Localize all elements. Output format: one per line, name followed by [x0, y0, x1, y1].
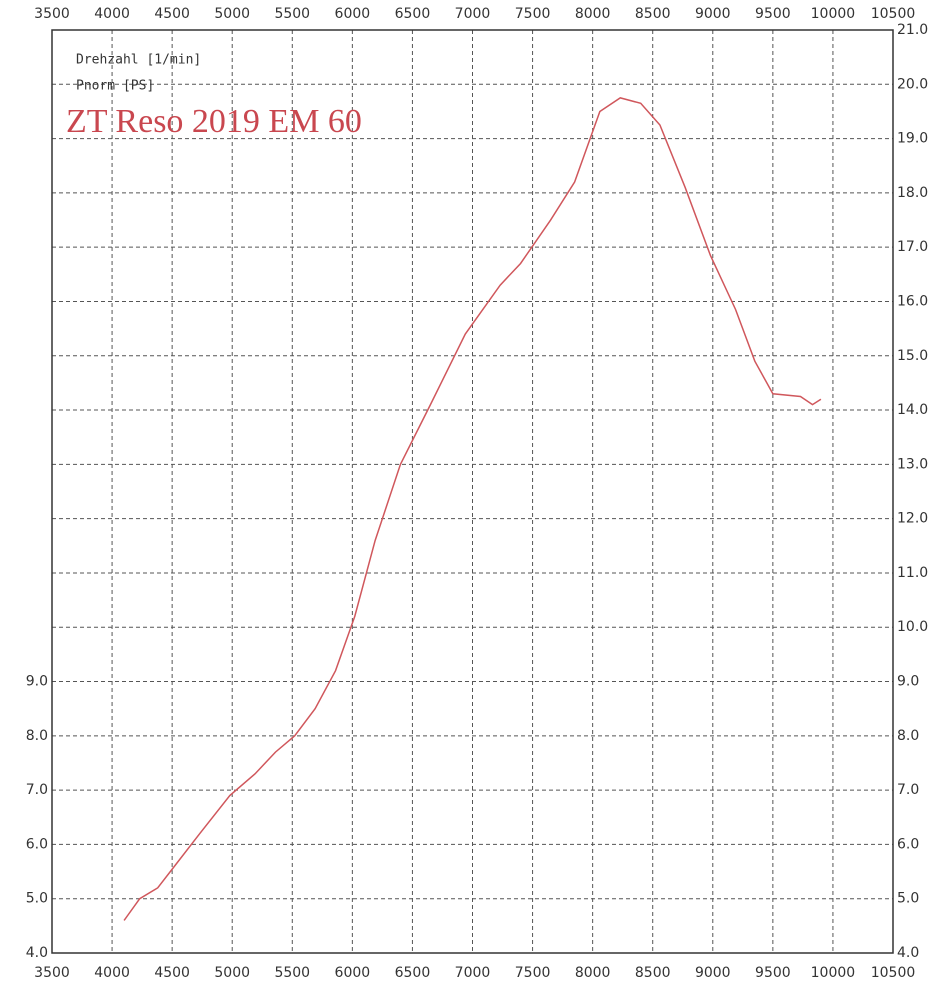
x-tick-label: 9000: [695, 965, 731, 981]
y2-tick-label: 18.0: [897, 185, 928, 201]
y2-tick-label: 11.0: [897, 565, 928, 581]
power-curve: [123, 97, 822, 921]
y2-tick-label: 19.0: [897, 131, 928, 147]
x-tick-label: 4000: [94, 965, 130, 981]
x-tick-label: 6500: [395, 6, 431, 22]
x-tick-label: 3500: [34, 965, 70, 981]
x-tick-label: 5000: [214, 6, 250, 22]
x-tick-label: 4500: [154, 965, 190, 981]
y-tick-label: 7.0: [26, 782, 48, 798]
y2-tick-label: 13.0: [897, 456, 928, 472]
x-tick-label: 4000: [94, 6, 130, 22]
x-tick-label: 6000: [335, 6, 371, 22]
x-tick-label: 5500: [274, 965, 310, 981]
x-tick-label: 3500: [34, 6, 70, 22]
x-tick-label: 10000: [811, 6, 856, 22]
y2-tick-label: 7.0: [897, 782, 919, 798]
x-tick-label: 7500: [515, 6, 551, 22]
x-tick-label: 8000: [575, 965, 611, 981]
x-tick-label: 7000: [455, 965, 491, 981]
x-tick-label: 10500: [871, 965, 916, 981]
plot-frame: [51, 29, 894, 954]
legend-item: Pnorm [PS]: [76, 79, 154, 94]
x-tick-label: 5000: [214, 965, 250, 981]
x-tick-label: 8000: [575, 6, 611, 22]
y2-tick-label: 15.0: [897, 348, 928, 364]
y-tick-label: 9.0: [26, 674, 48, 690]
y2-tick-label: 16.0: [897, 293, 928, 309]
legend-item: Drehzahl [1/min]: [76, 53, 201, 68]
y2-tick-label: 17.0: [897, 239, 928, 255]
y2-tick-label: 21.0: [897, 22, 928, 38]
x-tick-label: 9000: [695, 6, 731, 22]
y2-tick-label: 9.0: [897, 674, 919, 690]
annotation: ZT Reso 2019 EM 60: [66, 103, 362, 140]
x-tick-label: 9500: [755, 965, 791, 981]
y2-tick-label: 12.0: [897, 511, 928, 527]
x-tick-label: 8500: [635, 965, 671, 981]
y-tick-label: 5.0: [26, 891, 48, 907]
y-tick-label: 4.0: [26, 945, 48, 961]
x-tick-label: 6500: [395, 965, 431, 981]
y-tick-label: 6.0: [26, 836, 48, 852]
y-tick-label: 8.0: [26, 728, 48, 744]
y2-tick-label: 4.0: [897, 945, 919, 961]
y2-tick-label: 5.0: [897, 891, 919, 907]
y2-tick-label: 14.0: [897, 402, 928, 418]
x-tick-label: 7000: [455, 6, 491, 22]
x-tick-label: 5500: [274, 6, 310, 22]
x-tick-label: 4500: [154, 6, 190, 22]
x-tick-label: 9500: [755, 6, 791, 22]
x-tick-label: 10500: [871, 6, 916, 22]
x-tick-label: 7500: [515, 965, 551, 981]
y2-tick-label: 6.0: [897, 836, 919, 852]
x-tick-label: 6000: [335, 965, 371, 981]
x-tick-label: 8500: [635, 6, 671, 22]
y2-tick-label: 10.0: [897, 619, 928, 635]
x-tick-label: 10000: [811, 965, 856, 981]
y2-tick-label: 20.0: [897, 76, 928, 92]
y2-tick-label: 8.0: [897, 728, 919, 744]
